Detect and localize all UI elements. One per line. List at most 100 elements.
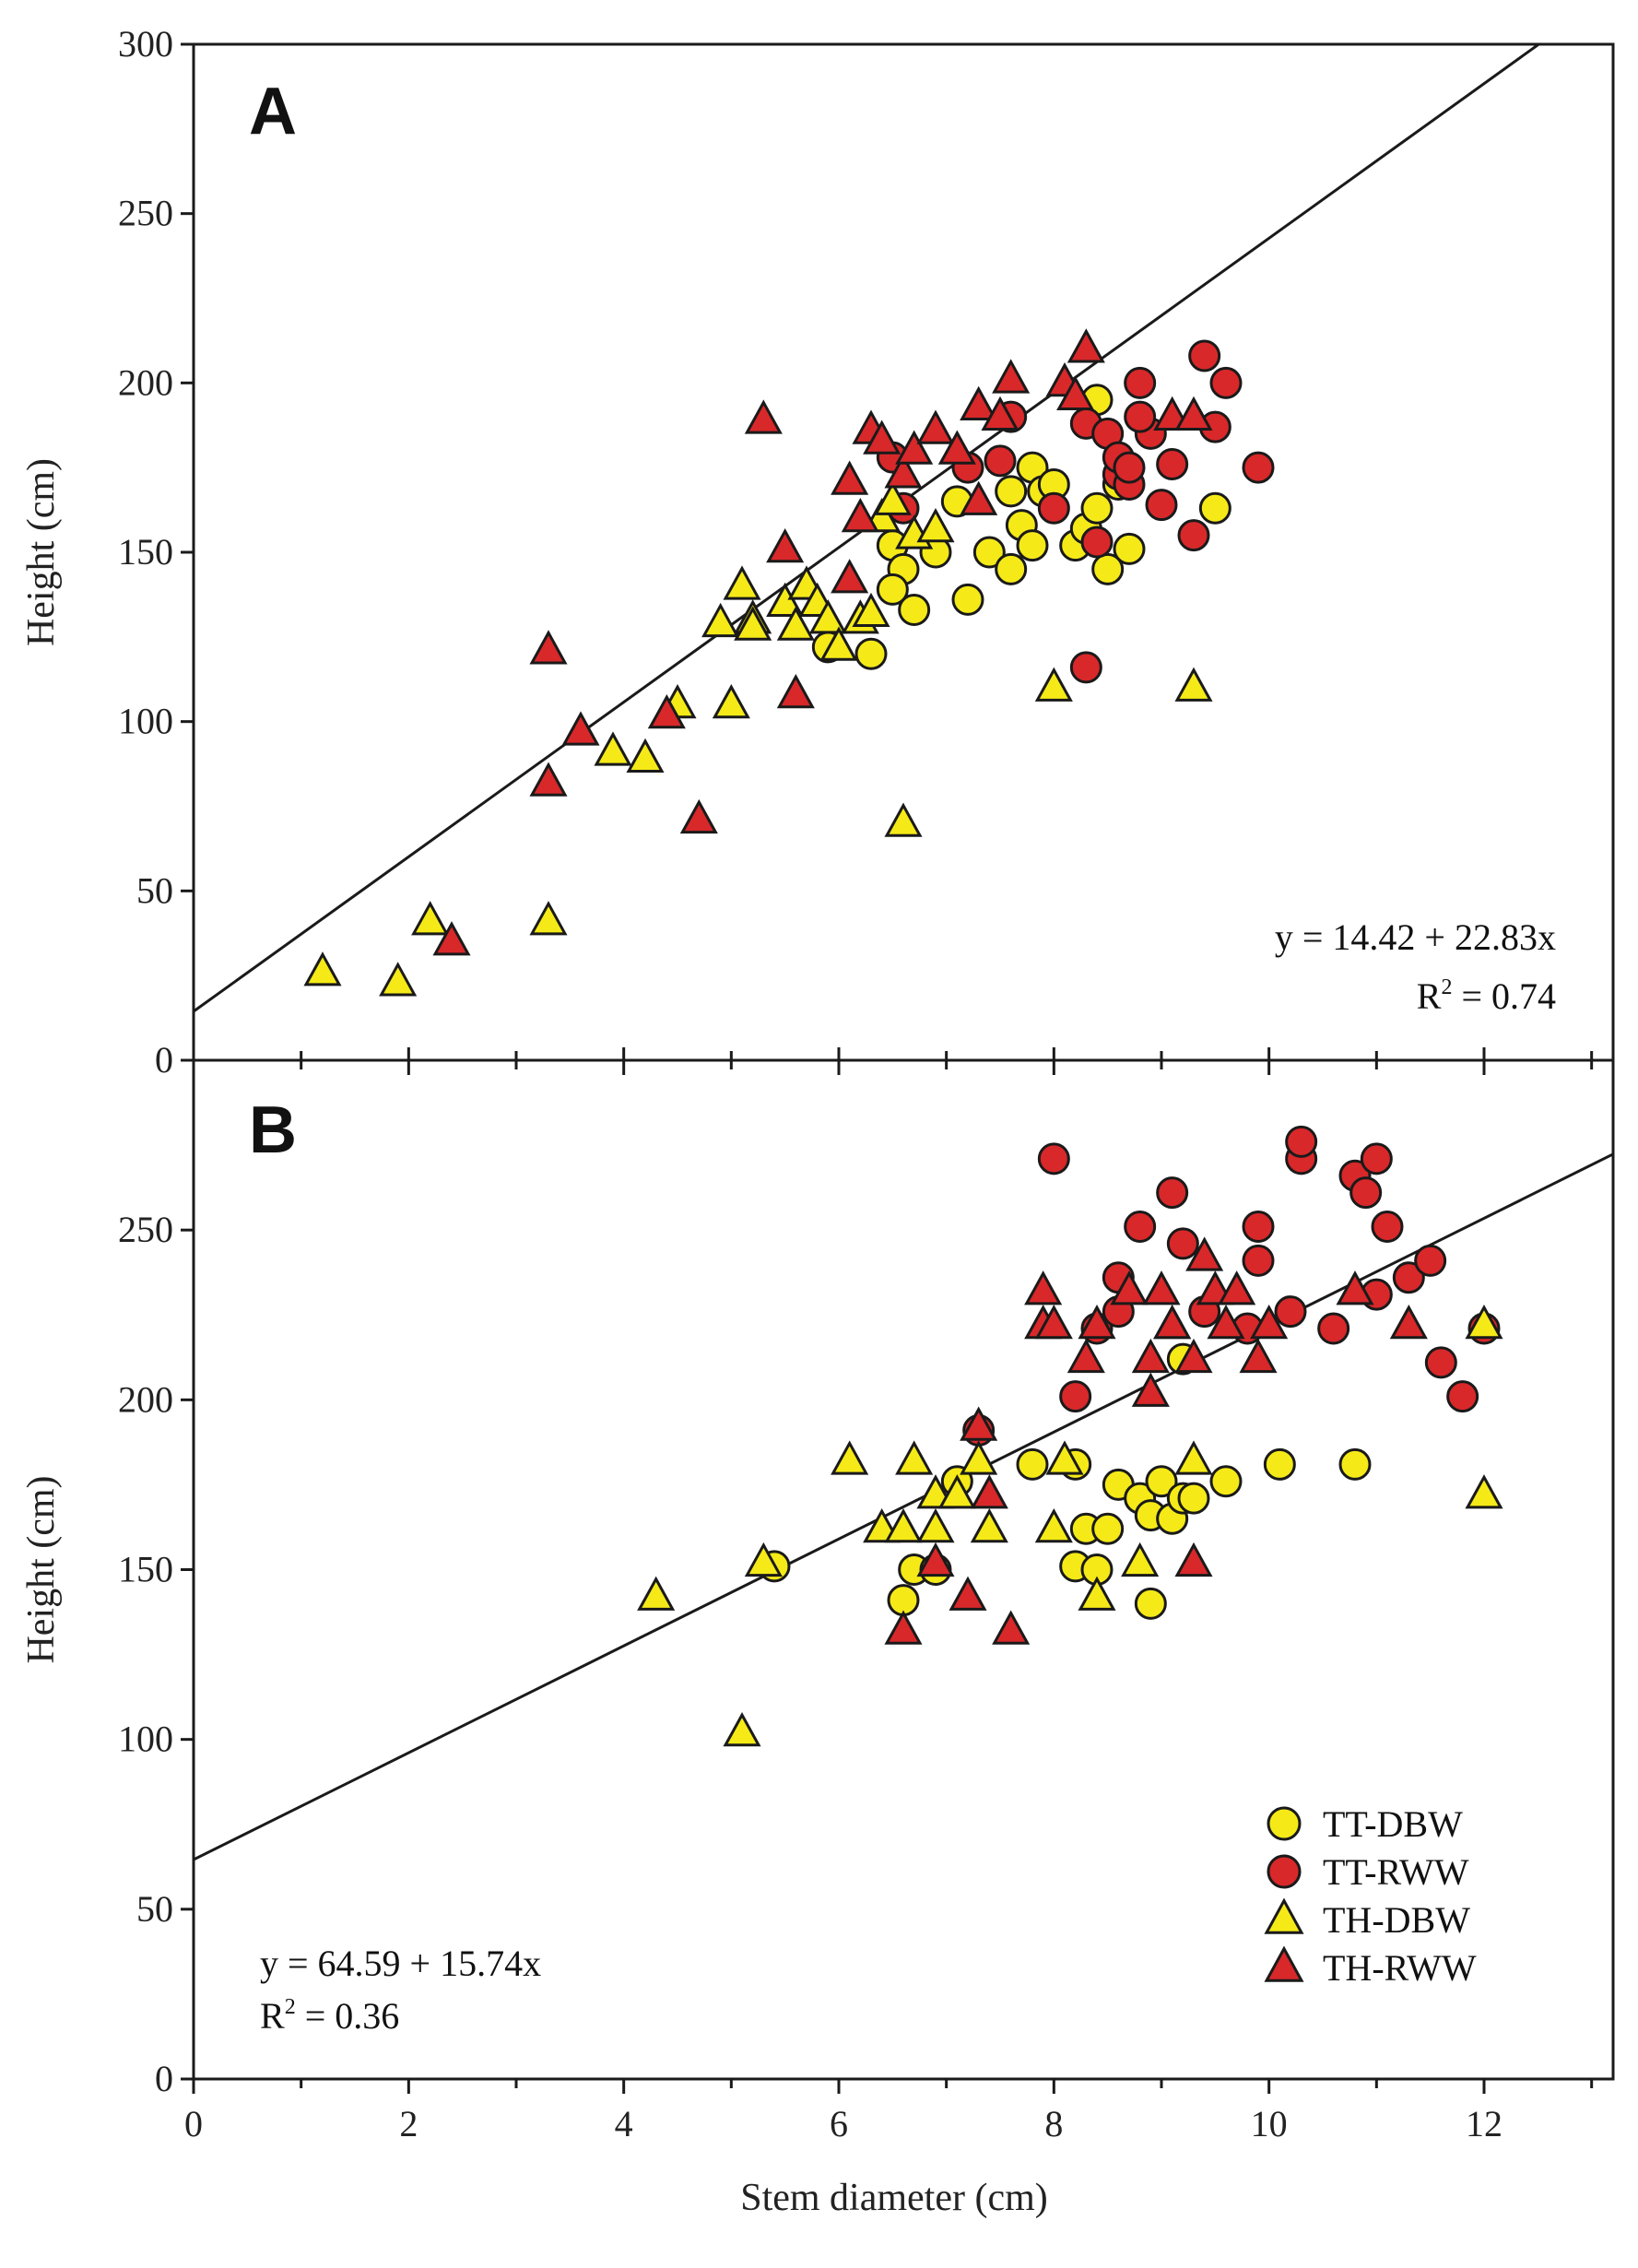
point-th-rww: [432, 921, 471, 956]
point-th-dbw: [1465, 1474, 1503, 1509]
point-th-dbw: [960, 1440, 998, 1475]
panel-letter: B: [249, 1093, 297, 1167]
point-th-dbw: [529, 901, 568, 936]
point-th-rww: [937, 430, 976, 465]
point-th-rww: [992, 359, 1031, 394]
point-th-dbw: [734, 606, 772, 641]
point-tt-dbw: [972, 536, 1006, 569]
point-tt-dbw: [1091, 1512, 1125, 1545]
point-tt-rww: [1080, 526, 1114, 559]
point-tt-rww: [1360, 1142, 1393, 1175]
legend-item-th-dbw: TH-DBW: [1264, 1897, 1470, 1941]
legend-marker: [1264, 1897, 1304, 1934]
point-th-dbw: [744, 1542, 783, 1577]
point-tt-rww: [1037, 1142, 1070, 1175]
point-tt-rww: [1113, 451, 1146, 484]
point-th-dbw: [303, 951, 342, 986]
point-tt-rww: [1414, 1244, 1447, 1277]
point-th-dbw: [852, 592, 890, 628]
point-th-rww: [1174, 396, 1213, 431]
y-axis-title: Height (cm): [20, 1475, 63, 1663]
regression-equation: y = 14.42 + 22.83x: [1275, 916, 1556, 958]
point-th-rww: [1218, 1270, 1256, 1305]
point-th-rww: [1131, 1338, 1170, 1374]
point-th-rww: [981, 396, 1019, 431]
point-th-rww: [1250, 1304, 1289, 1340]
point-tt-dbw: [1198, 491, 1231, 525]
point-th-rww: [561, 711, 600, 746]
point-tt-dbw: [1134, 1587, 1167, 1620]
point-th-dbw: [411, 901, 450, 936]
point-tt-rww: [1177, 519, 1210, 552]
point-th-dbw: [970, 1507, 1008, 1543]
point-tt-rww: [1124, 400, 1157, 433]
point-tt-rww: [1156, 1176, 1189, 1210]
panel-a: 0 50 100 150 200 250 300 Height (cm) Ay = 14.42 …: [20, 23, 1615, 1081]
point-th-dbw: [895, 1440, 934, 1475]
point-th-dbw: [1121, 1542, 1160, 1577]
legend-item-th-rww: TH-RWW: [1264, 1945, 1477, 1989]
point-th-rww: [863, 419, 901, 455]
x-tick-label: 10: [1251, 2103, 1288, 2144]
point-th-dbw: [626, 738, 665, 774]
point-th-rww: [1174, 1542, 1213, 1577]
point-tt-rww: [1037, 491, 1070, 525]
point-th-rww: [1174, 1338, 1213, 1374]
y-tick-label: 150: [118, 531, 173, 573]
point-th-rww: [1207, 1304, 1245, 1340]
regression-equation: y = 64.59 + 15.74x: [260, 1943, 541, 1984]
x-tick-label: 12: [1466, 2103, 1502, 2144]
x-tick-label: 4: [615, 2103, 633, 2144]
y-tick-label: 200: [118, 361, 173, 403]
point-tt-rww: [1059, 1380, 1092, 1413]
point-th-rww: [529, 630, 568, 665]
point-th-rww: [766, 528, 805, 563]
point-th-rww: [776, 673, 815, 709]
x-tick-label: 2: [399, 2103, 418, 2144]
point-th-dbw: [776, 606, 815, 641]
point-th-rww: [960, 1406, 998, 1441]
point-th-rww: [1066, 1338, 1105, 1374]
point-th-rww: [884, 1610, 923, 1645]
point-tt-dbw: [876, 573, 909, 606]
point-th-rww: [529, 762, 568, 797]
point-th-dbw: [594, 731, 632, 766]
point-th-rww: [884, 454, 923, 489]
point-th-rww: [1153, 1304, 1192, 1340]
point-tt-dbw: [995, 552, 1028, 585]
point-th-rww: [1078, 1304, 1116, 1340]
point-th-rww: [1142, 1270, 1181, 1305]
x-tick-label: 8: [1044, 2103, 1063, 2144]
point-th-dbw: [1465, 1304, 1503, 1340]
y-tick-label: 0: [155, 2058, 173, 2099]
point-th-rww: [992, 1610, 1031, 1645]
y-tick-label: 50: [136, 869, 173, 911]
point-tt-rww: [1209, 366, 1243, 399]
point-tt-rww: [1317, 1312, 1350, 1345]
point-th-rww: [831, 559, 869, 594]
point-tt-rww: [1349, 1176, 1383, 1210]
point-th-rww: [895, 430, 934, 465]
legend-marker: [1267, 1854, 1302, 1889]
point-tt-rww: [1166, 1227, 1199, 1260]
y-tick-label: 50: [136, 1888, 173, 1930]
y-tick-label: 0: [155, 1039, 173, 1081]
y-tick-label: 100: [118, 1719, 173, 1760]
point-th-dbw: [819, 626, 858, 661]
legend-marker: [1267, 1806, 1302, 1841]
point-th-rww: [916, 1542, 955, 1577]
point-th-dbw: [379, 962, 418, 997]
point-tt-dbw: [1016, 1447, 1049, 1481]
point-th-dbw: [831, 1440, 869, 1475]
point-th-dbw: [723, 1711, 761, 1747]
y-tick-label: 100: [118, 701, 173, 742]
point-tt-rww: [1242, 1244, 1275, 1277]
point-th-rww: [1110, 1270, 1149, 1305]
point-th-rww: [1239, 1338, 1278, 1374]
legend-label: TH-RWW: [1323, 1947, 1477, 1989]
point-th-dbw: [937, 1474, 976, 1509]
point-tt-rww: [1371, 1210, 1404, 1243]
point-th-dbw: [1174, 1440, 1213, 1475]
x-tick-label: 0: [184, 2103, 203, 2144]
